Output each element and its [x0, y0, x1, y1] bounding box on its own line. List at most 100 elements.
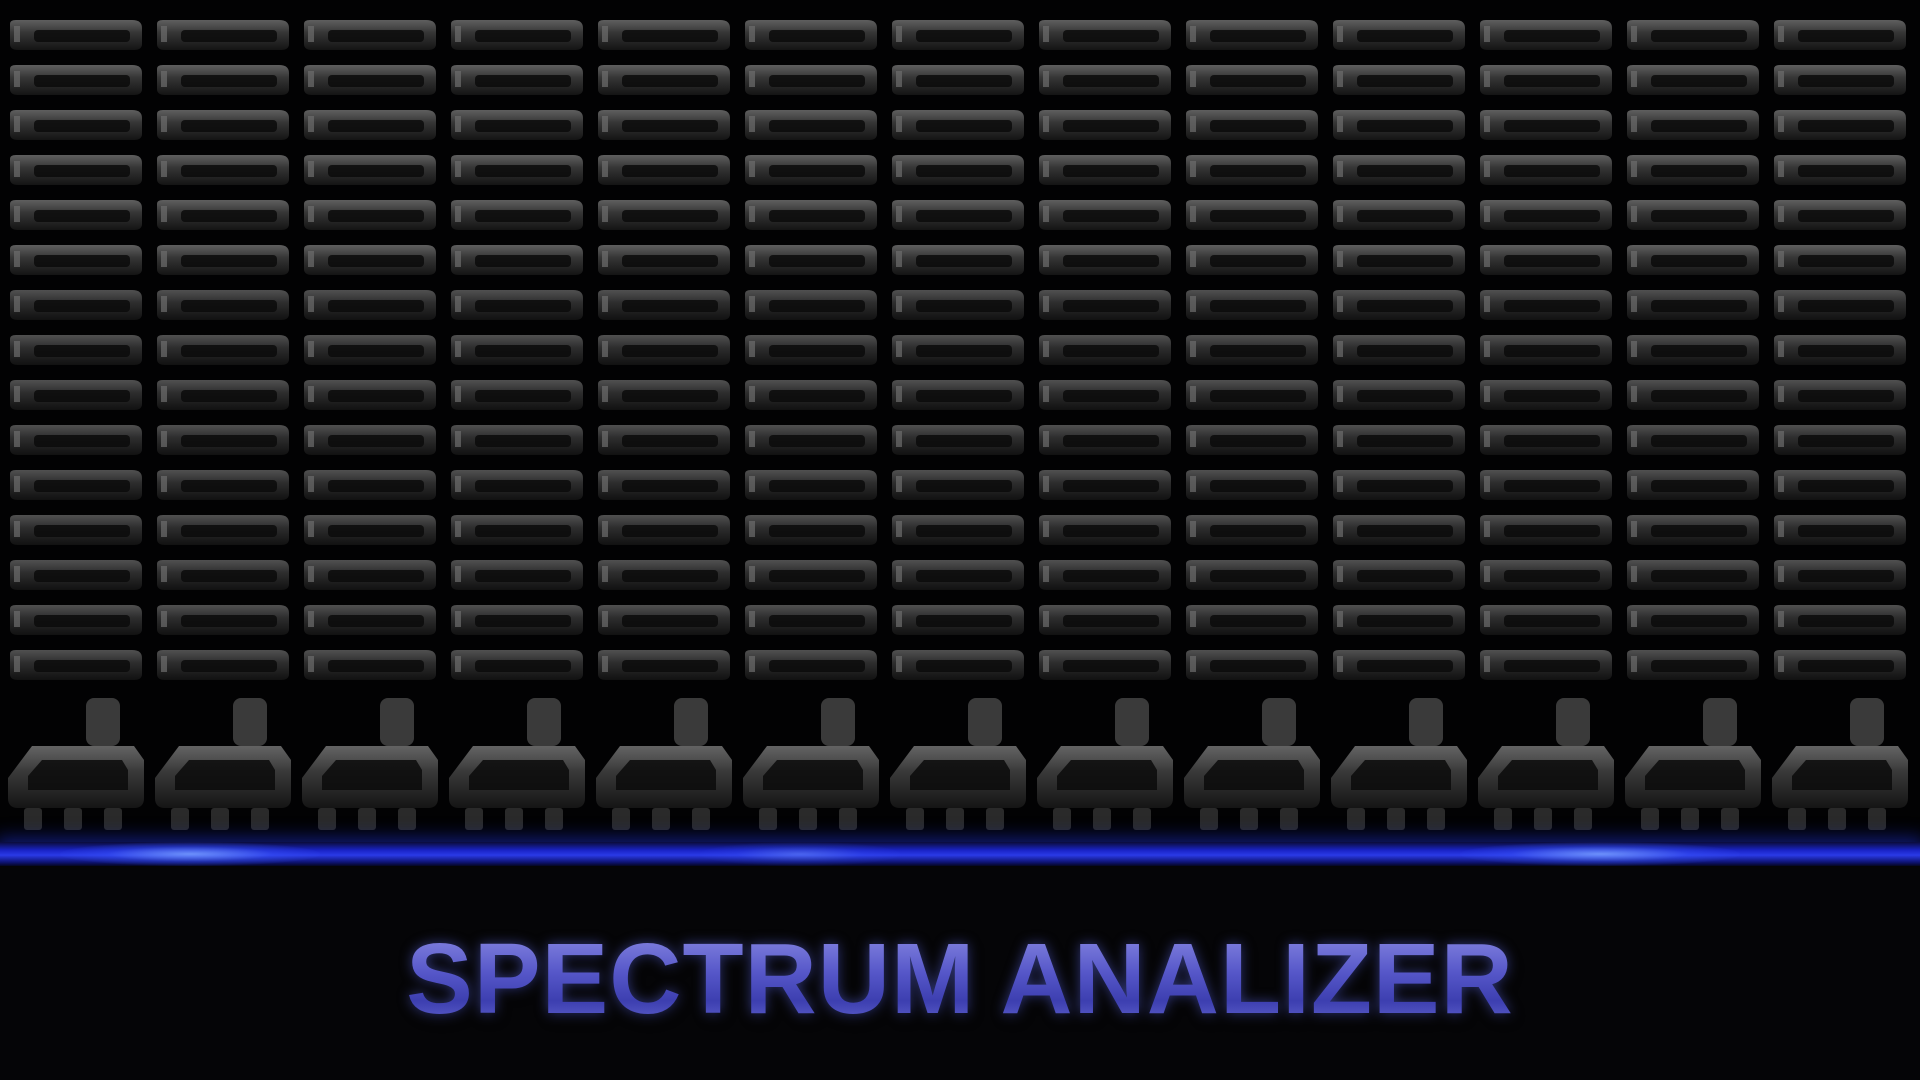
- spectrum-bar-segment: [1333, 20, 1465, 50]
- spectrum-bar-segment: [10, 245, 142, 275]
- spectrum-bar-segment: [10, 335, 142, 365]
- column-foot: [839, 808, 857, 830]
- column-foot: [1133, 808, 1151, 830]
- spectrum-bar-segment: [1627, 605, 1759, 635]
- spectrum-bar-segment: [1774, 155, 1906, 185]
- column-foot: [104, 808, 122, 830]
- spectrum-bar-segment: [451, 425, 583, 455]
- spectrum-bar-segment: [598, 380, 730, 410]
- column-foot: [1828, 808, 1846, 830]
- spectrum-bar-segment: [598, 335, 730, 365]
- column-stand: [1409, 698, 1443, 746]
- spectrum-bar-segment: [10, 515, 142, 545]
- column-foot: [1868, 808, 1886, 830]
- column-foot: [1280, 808, 1298, 830]
- spectrum-bar-segment: [1627, 650, 1759, 680]
- spectrum-bar-segment: [892, 245, 1024, 275]
- spectrum-bar-segment: [157, 425, 289, 455]
- column-foot: [1387, 808, 1405, 830]
- spectrum-bar-segment: [157, 200, 289, 230]
- spectrum-bar-segment: [745, 470, 877, 500]
- spectrum-bar-segment: [1627, 290, 1759, 320]
- spectrum-bar-segment: [157, 20, 289, 50]
- spectrum-bar-segment: [1333, 515, 1465, 545]
- spectrum-bar-segment: [1627, 110, 1759, 140]
- column-stand: [674, 698, 708, 746]
- spectrum-bar-segment: [1774, 380, 1906, 410]
- spectrum-bar-segment: [451, 290, 583, 320]
- spectrum-bar-segment: [10, 380, 142, 410]
- spectrum-bar-segment: [157, 560, 289, 590]
- spectrum-bar-segment: [1039, 20, 1171, 50]
- column-foot: [1347, 808, 1365, 830]
- spectrum-bar-segment: [745, 335, 877, 365]
- column-foot: [24, 808, 42, 830]
- spectrum-bar-segment: [1186, 470, 1318, 500]
- spectrum-bar-segment: [1186, 380, 1318, 410]
- spectrum-bar-segment: [1039, 560, 1171, 590]
- spectrum-bar-segment: [1333, 245, 1465, 275]
- spectrum-bar-segment: [1333, 155, 1465, 185]
- analyzer-column: [151, 8, 293, 842]
- spectrum-bar-segment: [892, 605, 1024, 635]
- spectrum-bar-segment: [892, 20, 1024, 50]
- spectrum-bar-segment: [1039, 290, 1171, 320]
- spectrum-bar-segment: [304, 290, 436, 320]
- spectrum-bar-segment: [1186, 425, 1318, 455]
- spectrum-bar-segment: [1480, 110, 1612, 140]
- spectrum-bar-segment: [1186, 605, 1318, 635]
- spectrum-bar-segment: [892, 155, 1024, 185]
- spectrum-bar-segment: [1333, 425, 1465, 455]
- spectrum-bar-segment: [598, 155, 730, 185]
- spectrum-bar-segment: [1333, 605, 1465, 635]
- spectrum-bar-segment: [1186, 20, 1318, 50]
- spectrum-bar-segment: [451, 380, 583, 410]
- spectrum-bar-segment: [892, 380, 1024, 410]
- column-foot: [652, 808, 670, 830]
- spectrum-bar-segment: [451, 470, 583, 500]
- spectrum-bar-segment: [1039, 110, 1171, 140]
- spectrum-bar-segment: [1627, 515, 1759, 545]
- spectrum-bar-segment: [1627, 65, 1759, 95]
- column-stand: [821, 698, 855, 746]
- spectrum-bar-segment: [1774, 560, 1906, 590]
- spectrum-bar-segment: [1774, 110, 1906, 140]
- spectrum-bar-segment: [1186, 155, 1318, 185]
- analyzer-column-graphic: [596, 20, 732, 830]
- spectrum-bar-segment: [304, 560, 436, 590]
- spectrum-bar-segment: [1186, 335, 1318, 365]
- column-foot: [545, 808, 563, 830]
- analyzer-column-graphic: [302, 20, 438, 830]
- spectrum-bar-segment: [10, 470, 142, 500]
- spectrum-bar-segment: [1039, 200, 1171, 230]
- spectrum-bar-segment: [1186, 200, 1318, 230]
- spectrum-bar-segment: [1039, 605, 1171, 635]
- spectrum-bar-segment: [1627, 245, 1759, 275]
- spectrum-bar-segment: [892, 200, 1024, 230]
- spectrum-bar-segment: [598, 425, 730, 455]
- column-foot: [465, 808, 483, 830]
- spectrum-bar-segment: [451, 200, 583, 230]
- spectrum-bar-segment: [1627, 425, 1759, 455]
- spectrum-bar-segment: [892, 560, 1024, 590]
- analyzer-column-graphic: [1037, 20, 1173, 830]
- spectrum-bar-segment: [1480, 290, 1612, 320]
- spectrum-bar-segment: [1774, 20, 1906, 50]
- spectrum-bar-segment: [1039, 650, 1171, 680]
- spectrum-bar-segment: [1480, 515, 1612, 545]
- spectrum-bar-segment: [1480, 470, 1612, 500]
- spectrum-bar-segment: [157, 515, 289, 545]
- spectrum-bar-segment: [304, 155, 436, 185]
- spectrum-bar-segment: [745, 20, 877, 50]
- analyzer-column: [739, 8, 881, 842]
- column-stand: [380, 698, 414, 746]
- analyzer-column-graphic: [1184, 20, 1320, 830]
- column-stand: [1850, 698, 1884, 746]
- column-stand: [1703, 698, 1737, 746]
- spectrum-bar-segment: [1186, 290, 1318, 320]
- analyzer-column: [1474, 8, 1616, 842]
- spectrum-bar-segment: [892, 110, 1024, 140]
- spectrum-bar-segment: [1774, 245, 1906, 275]
- analyzer-column: [1180, 8, 1322, 842]
- spectrum-bar-segment: [451, 560, 583, 590]
